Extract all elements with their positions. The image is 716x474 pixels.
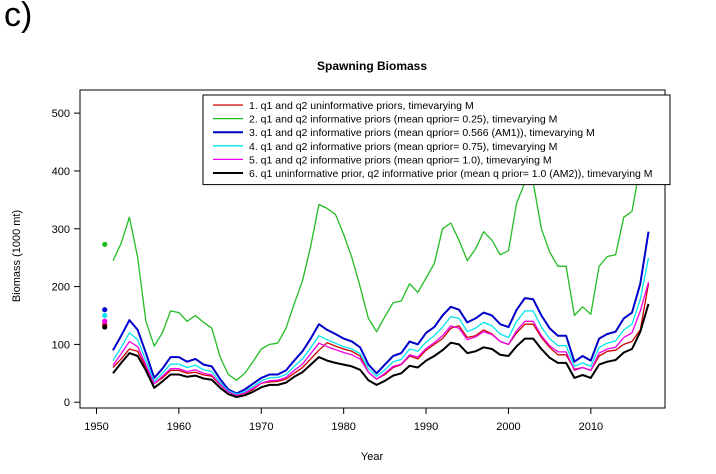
x-tick-label: 1960 (167, 421, 191, 433)
start-point-3 (102, 307, 108, 313)
x-tick-label: 1980 (331, 421, 355, 433)
chart-title: Spawning Biomass (317, 59, 427, 73)
start-point-5 (102, 318, 108, 324)
series-lines (112, 161, 650, 398)
y-tick-label: 100 (52, 339, 70, 351)
x-tick-label: 1970 (249, 421, 273, 433)
series-line-5 (112, 281, 650, 396)
series-line-6 (112, 303, 650, 398)
panel-label: c) (4, 0, 33, 34)
y-tick-label: 400 (52, 166, 70, 178)
legend: 1. q1 and q2 uninformative priors, timev… (202, 94, 671, 186)
start-point-6 (102, 324, 108, 330)
start-point-2 (102, 241, 108, 247)
x-axis: 1950 1960 1970 1980 1990 2000 2010 (84, 408, 603, 433)
legend-label: 6. q1 uninformative prior, q2 informativ… (249, 168, 653, 180)
x-tick-label: 2010 (579, 421, 603, 433)
series-line-2 (112, 161, 649, 381)
legend-label: 4. q1 and q2 informative priors (mean qp… (249, 141, 557, 153)
y-tick-label: 0 (64, 397, 70, 409)
start-point-4 (102, 312, 108, 319)
legend-box (202, 94, 671, 186)
x-axis-title: Year (361, 451, 384, 463)
y-tick-label: 500 (52, 108, 70, 120)
y-axis: 0 100 200 300 400 500 (52, 108, 80, 409)
y-tick-label: 200 (52, 282, 70, 294)
y-axis-title: Biomass (1000 mt) (11, 210, 23, 302)
plot-frame (79, 89, 666, 409)
y-tick-label: 300 (52, 224, 70, 236)
series-line-3 (112, 231, 650, 395)
x-tick-label: 1990 (414, 421, 438, 433)
legend-label: 5. q1 and q2 informative priors (mean qp… (249, 154, 552, 166)
series-line-4 (112, 257, 650, 395)
legend-label: 3. q1 and q2 informative priors (mean qp… (249, 127, 595, 139)
x-tick-label: 2000 (496, 421, 520, 433)
legend-label: 2. q1 and q2 informative priors (mean qp… (249, 114, 557, 126)
legend-label: 1. q1 and q2 uninformative priors, timev… (249, 100, 474, 112)
x-tick-label: 1950 (84, 421, 108, 433)
start-points (102, 241, 108, 330)
